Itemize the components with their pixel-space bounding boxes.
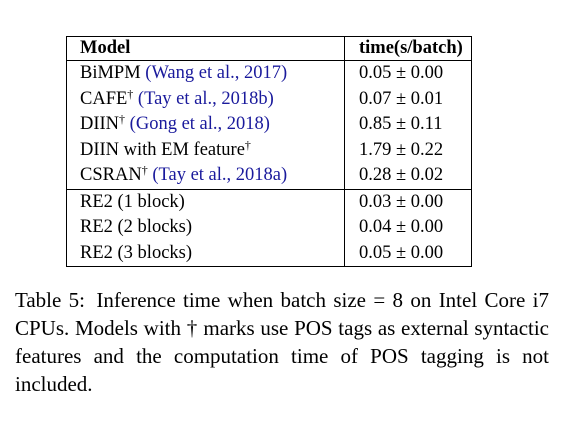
results-table-container: Model time(s/batch) BiMPM (Wang et al., …	[66, 36, 472, 267]
model-cell: CSRAN† (Tay et al., 2018a)	[66, 163, 345, 189]
model-name: RE2 (1 block)	[66, 188, 345, 215]
dagger-mark: †	[244, 137, 251, 152]
table-row: DIIN with EM feature† 1.79 ± 0.22	[66, 137, 472, 163]
model-name: DIIN with EM feature	[80, 139, 245, 160]
model-cell: BiMPM (Wang et al., 2017)	[66, 60, 345, 87]
dagger-mark: †	[127, 86, 134, 101]
citation-link[interactable]: (Wang et al., 2017)	[145, 63, 288, 83]
table-row: DIIN† (Gong et al., 2018) 0.85 ± 0.11	[66, 112, 472, 138]
table-row: RE2 (1 block) 0.03 ± 0.00	[66, 188, 472, 215]
table-row: CSRAN† (Tay et al., 2018a) 0.28 ± 0.02	[66, 163, 472, 189]
model-name: RE2 (2 blocks)	[66, 215, 345, 241]
table-row: RE2 (3 blocks) 0.05 ± 0.00	[66, 240, 472, 267]
model-name: CSRAN	[80, 165, 142, 185]
time-cell: 0.05 ± 0.00	[344, 60, 472, 87]
time-cell: 0.04 ± 0.00	[344, 215, 472, 241]
model-cell: DIIN† (Gong et al., 2018)	[66, 112, 345, 138]
header-time: time(s/batch)	[344, 36, 472, 61]
citation-link[interactable]: (Tay et al., 2018a)	[152, 165, 288, 185]
citation-link[interactable]: (Tay et al., 2018b)	[137, 88, 274, 109]
model-name: RE2 (3 blocks)	[66, 240, 345, 267]
citation-link[interactable]: (Gong et al., 2018)	[129, 114, 270, 134]
table-header-row: Model time(s/batch)	[66, 36, 472, 61]
dagger-mark: †	[119, 112, 126, 126]
model-name: BiMPM	[80, 63, 141, 83]
time-cell: 0.03 ± 0.00	[344, 188, 472, 215]
header-model: Model	[66, 36, 345, 61]
time-cell: 0.07 ± 0.01	[344, 86, 472, 112]
table-row: CAFE† (Tay et al., 2018b) 0.07 ± 0.01	[66, 86, 472, 112]
dagger-mark: †	[141, 163, 148, 177]
caption-label: Table 5:	[15, 288, 86, 312]
table-row: BiMPM (Wang et al., 2017) 0.05 ± 0.00	[66, 60, 472, 87]
results-table: Model time(s/batch) BiMPM (Wang et al., …	[66, 36, 472, 267]
model-name: CAFE	[80, 88, 128, 109]
table-caption: Table 5: Inference time when batch size …	[15, 286, 549, 398]
time-cell: 0.85 ± 0.11	[344, 112, 472, 138]
model-cell: CAFE† (Tay et al., 2018b)	[66, 86, 345, 112]
time-cell: 1.79 ± 0.22	[344, 137, 472, 163]
table-row: RE2 (2 blocks) 0.04 ± 0.00	[66, 215, 472, 241]
time-cell: 0.05 ± 0.00	[344, 240, 472, 267]
caption-text: Inference time when batch size = 8 on In…	[15, 288, 550, 396]
time-cell: 0.28 ± 0.02	[344, 163, 472, 189]
model-cell: DIIN with EM feature†	[66, 137, 345, 163]
model-name: DIIN	[80, 114, 120, 134]
